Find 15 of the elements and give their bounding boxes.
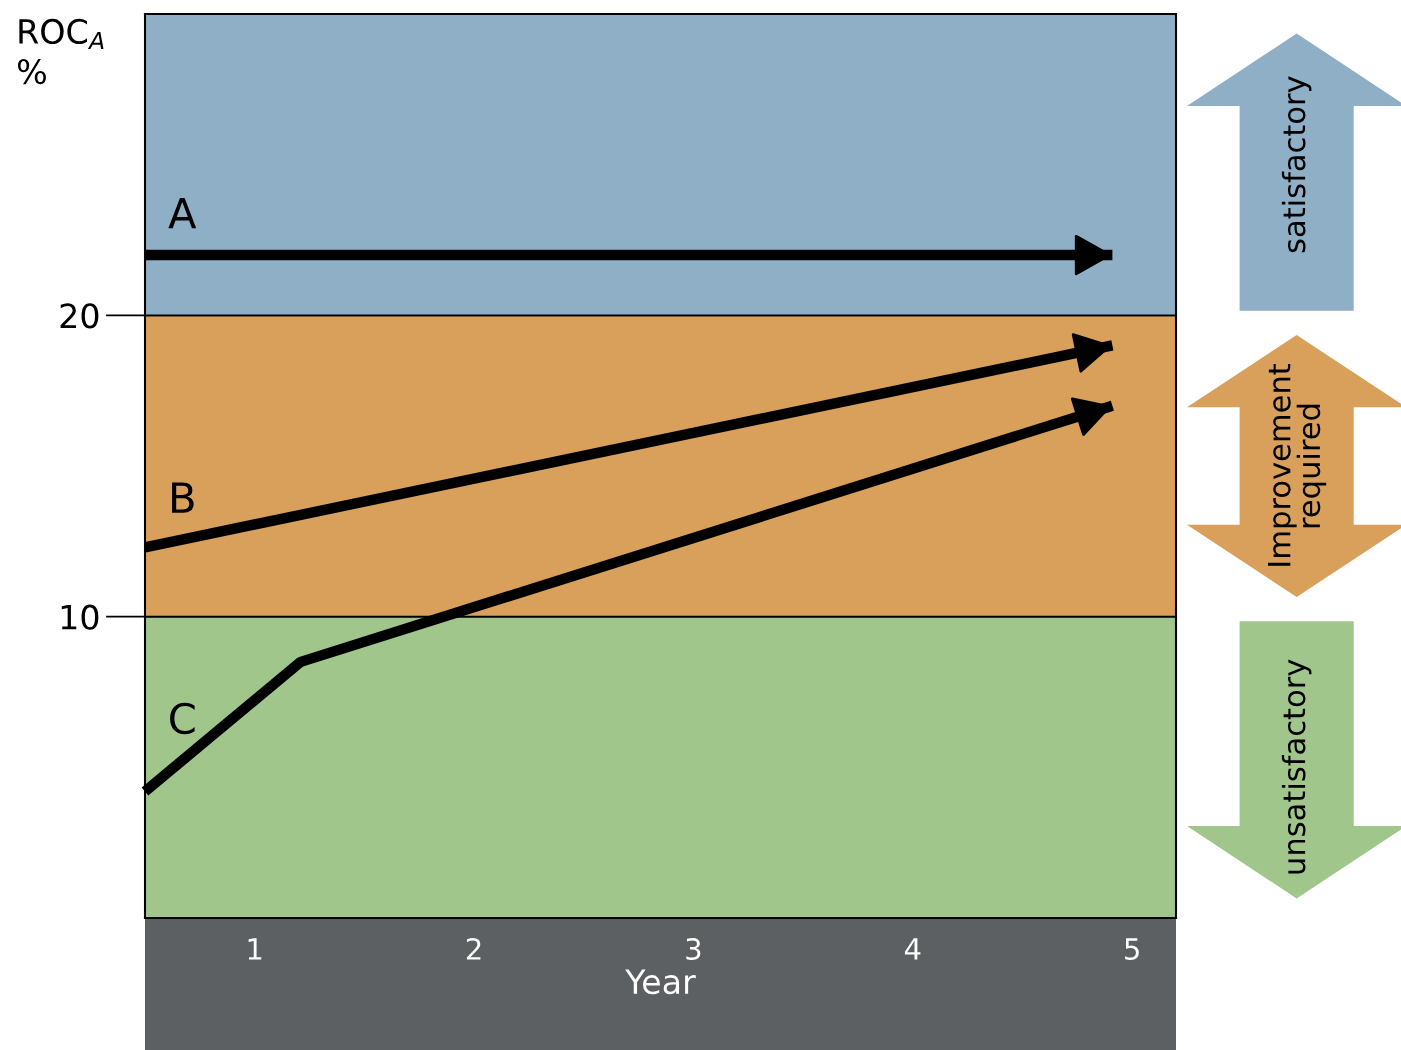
x-tick-label: 2 bbox=[466, 937, 481, 960]
text: satisfactory bbox=[1281, 76, 1312, 253]
text: ROC$_{A}$ % bbox=[17, 18, 104, 85]
y-tick-label: 20 bbox=[60, 303, 99, 329]
y-tick-label: 10 bbox=[61, 604, 99, 630]
x-tick-label: 1 bbox=[248, 938, 262, 960]
x-tick-label: 4 bbox=[904, 938, 921, 960]
text: Improvement required bbox=[1268, 363, 1327, 566]
series-label: A bbox=[168, 197, 197, 229]
x-tick-label: 3 bbox=[686, 937, 701, 961]
x-axis-title: Year bbox=[625, 969, 696, 995]
series-label: C bbox=[170, 702, 195, 735]
x-tick-label: 5 bbox=[1125, 938, 1139, 961]
text: unsatisfactory bbox=[1281, 659, 1312, 874]
series-label: B bbox=[172, 482, 194, 513]
